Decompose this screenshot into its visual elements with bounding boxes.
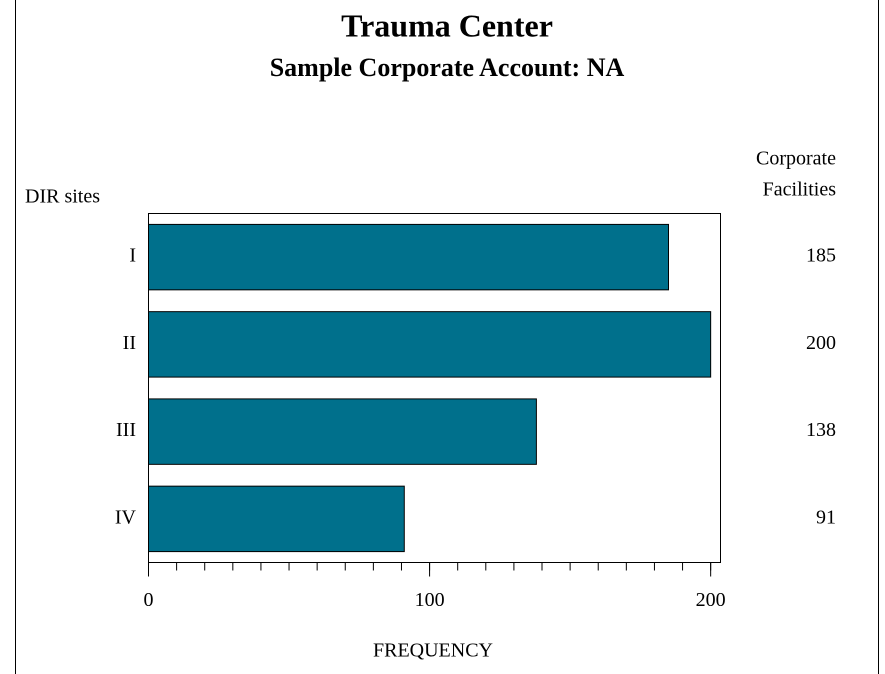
bar bbox=[148, 485, 405, 553]
chart-subtitle: Sample Corporate Account: NA bbox=[270, 53, 625, 82]
value-label: 138 bbox=[806, 419, 836, 441]
bar bbox=[148, 398, 537, 465]
value-column-title: Corporate bbox=[756, 148, 836, 170]
chart-title: Trauma Center bbox=[341, 7, 553, 43]
value-label: 91 bbox=[816, 506, 836, 528]
value-label: 185 bbox=[806, 245, 836, 267]
y-tick-label: IV bbox=[115, 506, 137, 528]
plot-frame bbox=[148, 213, 721, 563]
bar bbox=[148, 223, 669, 291]
bar bbox=[148, 311, 712, 378]
y-tick-label: II bbox=[123, 332, 136, 354]
x-axis-label: FREQUENCY bbox=[373, 640, 493, 662]
x-tick-label: 200 bbox=[696, 589, 726, 611]
y-tick-label: III bbox=[116, 419, 136, 441]
x-tick-label: 0 bbox=[144, 589, 154, 611]
value-label: 200 bbox=[806, 332, 836, 354]
y-tick-label: I bbox=[129, 245, 136, 267]
x-tick-label: 100 bbox=[415, 589, 445, 611]
value-column-title: Facilities bbox=[763, 179, 837, 201]
y-axis-label: DIR sites bbox=[25, 186, 100, 208]
